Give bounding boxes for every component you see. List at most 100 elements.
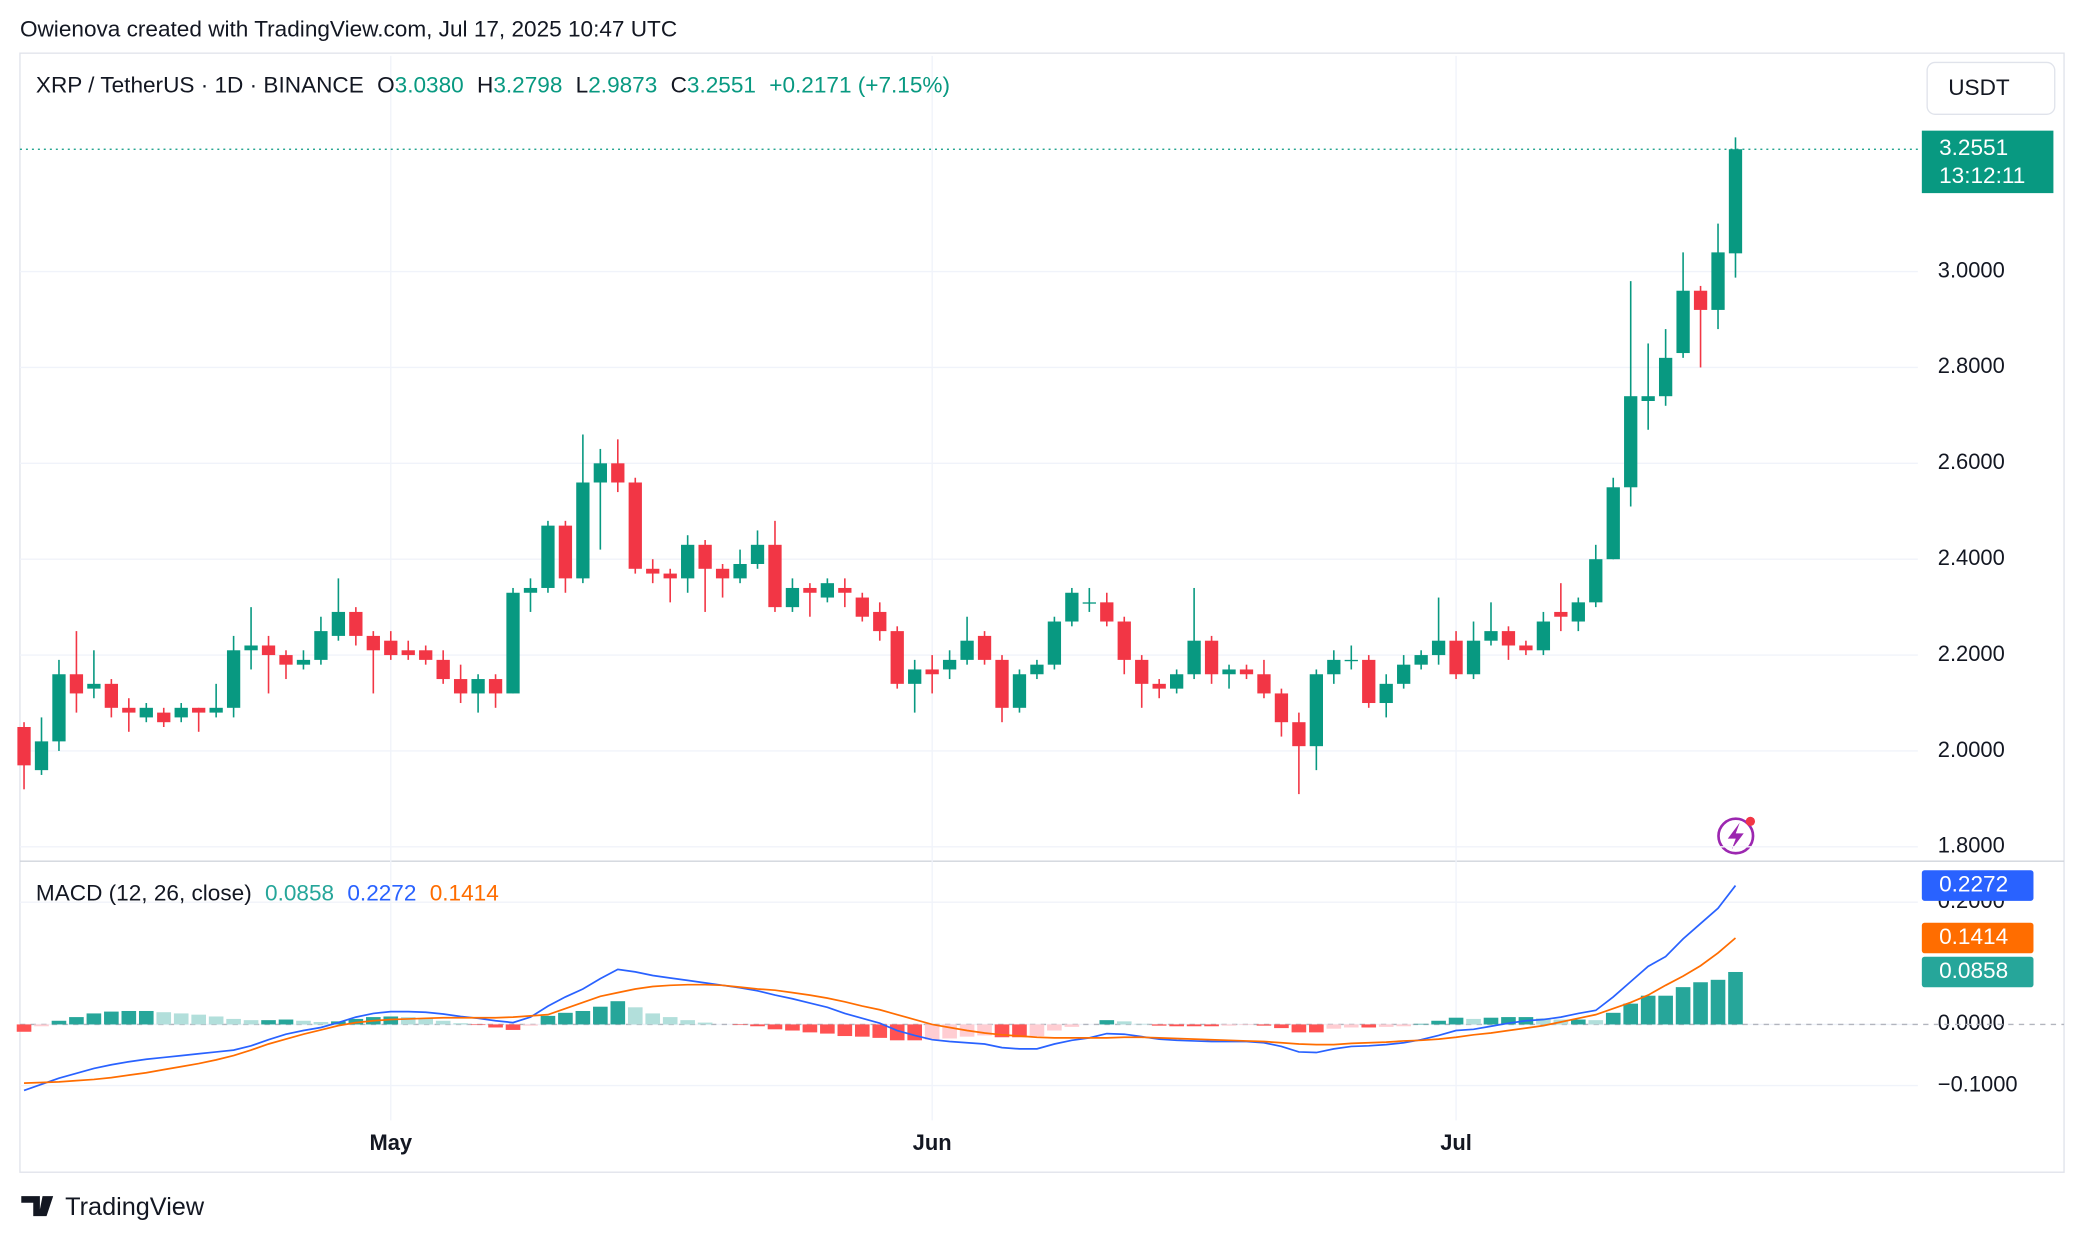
y-tick-label: 1.8000 xyxy=(1938,833,2005,858)
histogram-bar xyxy=(750,1024,765,1027)
histogram-bar xyxy=(226,1018,241,1025)
candle-body xyxy=(1239,669,1254,675)
histogram-bar xyxy=(278,1019,294,1025)
histogram-bar xyxy=(1134,1023,1150,1025)
histogram-bar xyxy=(1151,1024,1167,1026)
histogram-bar xyxy=(1361,1024,1377,1028)
legend-value: 2.9873 xyxy=(588,72,657,97)
histogram-bar xyxy=(1658,995,1673,1025)
histogram-bar xyxy=(1239,1024,1254,1026)
histogram-bar xyxy=(662,1017,678,1025)
histogram-bar xyxy=(313,1021,329,1025)
legend-symbol: XRP / TetherUS · 1D · BINANCE xyxy=(36,72,364,97)
y-tick-label: 0.0000 xyxy=(1938,1010,2005,1035)
candle-body xyxy=(1449,640,1463,675)
candle-body xyxy=(1414,655,1428,665)
histogram-bar xyxy=(138,1010,154,1025)
candle-body xyxy=(1117,621,1131,660)
candle-body xyxy=(1658,357,1673,397)
candle-body xyxy=(52,674,66,742)
histogram-bar xyxy=(523,1024,538,1026)
candle-body xyxy=(960,640,974,660)
histogram-bar xyxy=(1309,1024,1324,1033)
candle-body xyxy=(1047,621,1062,665)
candle-body xyxy=(279,655,293,665)
candle-body xyxy=(1170,674,1184,689)
histogram-bar xyxy=(1326,1024,1342,1029)
candle-body xyxy=(1397,664,1411,684)
histogram-bar xyxy=(86,1013,102,1025)
y-tick-label: 2.2000 xyxy=(1938,641,2005,666)
candle-body xyxy=(558,525,573,579)
histogram-bar xyxy=(1623,1003,1639,1025)
histogram-bar xyxy=(837,1024,853,1037)
candle-body xyxy=(908,669,922,684)
candle-body xyxy=(314,631,328,660)
histogram-bar xyxy=(1466,1018,1481,1025)
histogram-bar xyxy=(296,1020,311,1025)
candle-body xyxy=(34,741,49,771)
candle-body xyxy=(1187,640,1201,675)
histogram-bar xyxy=(435,1020,451,1025)
candle-body xyxy=(1728,149,1743,254)
candle-body xyxy=(611,463,625,483)
candle-body xyxy=(1344,659,1358,662)
histogram-bar xyxy=(1483,1017,1499,1025)
candle-body xyxy=(244,645,258,651)
candle-body xyxy=(1327,659,1341,675)
histogram-bar xyxy=(1675,987,1691,1025)
candle-body xyxy=(1606,487,1620,560)
histogram-bar xyxy=(104,1011,119,1025)
footer-logo xyxy=(21,1196,54,1217)
candle-body xyxy=(890,631,904,684)
histogram-bar xyxy=(173,1013,189,1025)
candle-body xyxy=(1152,683,1166,689)
histogram-bar xyxy=(593,1006,608,1025)
candle-body xyxy=(838,587,852,593)
histogram-bar xyxy=(1728,971,1743,1025)
histogram-bar xyxy=(1204,1024,1219,1027)
alert-icon xyxy=(1717,816,1756,855)
candle-body xyxy=(139,707,153,718)
candle-body xyxy=(1012,674,1027,708)
candle-body xyxy=(681,544,695,579)
histogram-bar xyxy=(627,1007,643,1025)
legend-key: H xyxy=(477,72,493,97)
candle-body xyxy=(1571,602,1585,622)
histogram-bar xyxy=(1710,979,1726,1025)
y-tick-label: 2.4000 xyxy=(1938,545,2005,570)
candle-body xyxy=(593,463,607,483)
histogram-bar xyxy=(488,1024,503,1028)
candle-body xyxy=(261,645,276,656)
macd-title: MACD (12, 26, close) xyxy=(36,880,252,905)
y-tick-label: 2.0000 xyxy=(1938,737,2005,762)
candle-body xyxy=(1466,640,1481,675)
histogram-bar xyxy=(1501,1017,1516,1025)
candle-body xyxy=(663,573,677,579)
histogram-bar xyxy=(1221,1024,1237,1026)
candle-body xyxy=(87,683,101,689)
candle-body xyxy=(1257,674,1271,694)
candle-body xyxy=(873,611,887,632)
candle-body xyxy=(977,635,992,660)
candle-body xyxy=(698,544,712,569)
candle-body xyxy=(453,679,468,694)
candle-body xyxy=(1065,592,1079,622)
currency-button[interactable] xyxy=(1926,61,2056,115)
candle-body xyxy=(157,712,171,723)
candle-body xyxy=(401,650,415,656)
candle-body xyxy=(1222,669,1236,675)
candle-body xyxy=(541,525,555,588)
candle-body xyxy=(803,587,817,593)
candle-body xyxy=(925,669,939,675)
histogram-bar xyxy=(418,1018,434,1025)
candle-body xyxy=(226,650,241,708)
histogram-bar xyxy=(470,1024,486,1026)
histogram-bar xyxy=(1536,1018,1551,1025)
candle-body xyxy=(750,544,765,564)
candle-body xyxy=(419,650,433,660)
currency-label[interactable]: USDT xyxy=(1948,75,2010,100)
candle-body xyxy=(768,544,782,608)
histogram-bar xyxy=(1343,1024,1359,1028)
histogram-bar xyxy=(802,1024,818,1033)
